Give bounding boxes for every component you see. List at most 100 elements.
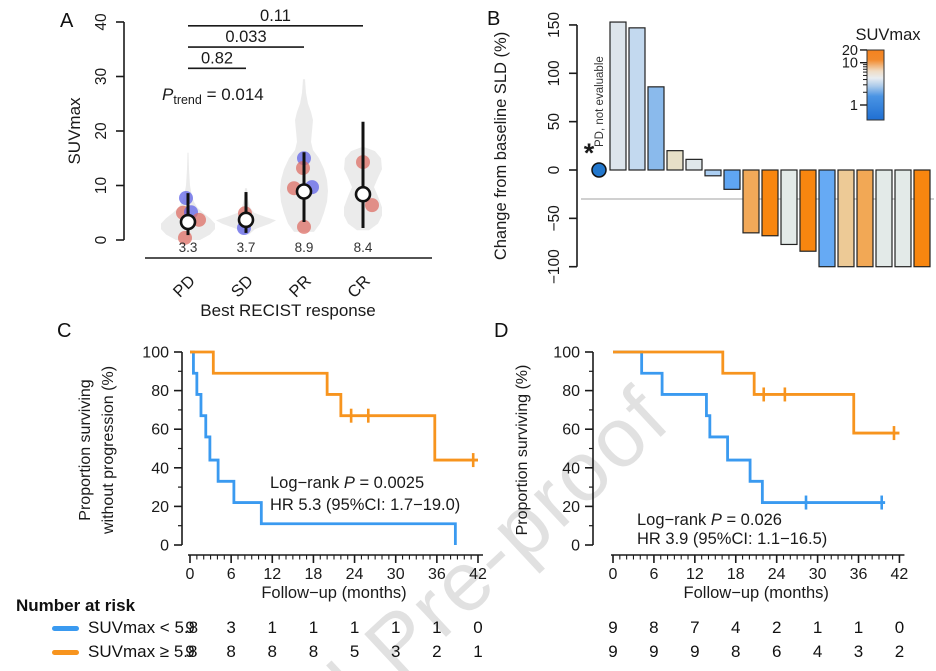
risk-count: 0 — [894, 618, 905, 637]
panel-label-b: B — [487, 8, 501, 30]
panel-a-violin-chart: 0.82 0.033 0.11 Ptrend = 0.014 0 10 20 30 40 SUVm… — [65, 7, 432, 320]
risk-count: 2 — [432, 642, 442, 661]
svg-text:40: 40 — [151, 460, 169, 477]
svg-text:0: 0 — [546, 165, 563, 174]
risk-count: 8 — [226, 642, 236, 661]
risk-count: 1 — [812, 618, 823, 637]
svg-text:150: 150 — [546, 12, 563, 38]
svg-text:0: 0 — [609, 566, 618, 583]
svg-text:24: 24 — [768, 566, 786, 583]
svg-text:30: 30 — [93, 68, 110, 86]
svg-text:PD: PD — [170, 272, 199, 301]
svg-text:PD, not evaluable: PD, not evaluable — [594, 56, 606, 147]
svg-text:0: 0 — [160, 538, 169, 555]
svg-text:3.7: 3.7 — [237, 240, 256, 255]
svg-text:SD: SD — [228, 272, 257, 301]
svg-text:12: 12 — [263, 566, 281, 583]
svg-text:40: 40 — [93, 13, 110, 31]
risk-table-title: Number at risk — [16, 596, 136, 615]
risk-count: 8 — [649, 618, 659, 637]
svg-text:Log−rank P = 0.026: Log−rank P = 0.026 — [637, 511, 782, 529]
risk-count: 3 — [226, 618, 236, 637]
svg-text:without progression (%): without progression (%) — [100, 366, 117, 535]
risk-count: 4 — [731, 618, 741, 637]
risk-count: 8 — [731, 642, 741, 661]
panel-d-km-os-chart: 0 20 40 60 80 100 Proportion surviving (%) 0 6 12… — [514, 345, 908, 603]
svg-text:0.82: 0.82 — [201, 49, 233, 67]
risk-count: 0 — [473, 618, 483, 637]
svg-text:12: 12 — [686, 566, 704, 583]
svg-text:Log−rank P = 0.0025: Log−rank P = 0.0025 — [270, 474, 424, 492]
svg-text:HR 3.9 (95%CI: 1.1−16.5): HR 3.9 (95%CI: 1.1−16.5) — [637, 530, 827, 548]
svg-text:6: 6 — [227, 566, 236, 583]
svg-text:18: 18 — [727, 566, 745, 583]
risk-count: 9 — [608, 618, 618, 637]
risk-count: 9 — [185, 618, 195, 637]
svg-text:50: 50 — [546, 113, 563, 131]
risk-count: 9 — [649, 642, 659, 661]
svg-text:Ptrend = 0.014: Ptrend = 0.014 — [162, 85, 264, 107]
svg-text:30: 30 — [387, 566, 405, 583]
svg-text:HR 5.3 (95%CI: 1.7−19.0): HR 5.3 (95%CI: 1.7−19.0) — [270, 496, 460, 514]
svg-text:36: 36 — [428, 566, 446, 583]
svg-text:100: 100 — [142, 345, 169, 362]
risk-row-label: SUVmax ≥ 5.8 — [88, 642, 198, 661]
svg-text:Best RECIST response: Best RECIST response — [200, 301, 375, 320]
svg-text:10: 10 — [842, 56, 858, 72]
risk-row-label: SUVmax < 5.8 — [88, 618, 199, 637]
panel-label-c: C — [57, 320, 72, 342]
risk-count: 6 — [771, 642, 782, 661]
risk-count: 1 — [853, 618, 864, 637]
svg-text:0: 0 — [186, 566, 195, 583]
svg-text:Proportion surviving: Proportion surviving — [77, 379, 94, 520]
panel-label-a: A — [60, 10, 74, 32]
svg-text:60: 60 — [562, 422, 580, 439]
risk-count: 7 — [690, 618, 700, 637]
svg-text:8.9: 8.9 — [295, 240, 314, 255]
svg-text:20: 20 — [151, 499, 169, 516]
svg-text:20: 20 — [93, 122, 110, 140]
svg-text:42: 42 — [469, 566, 487, 583]
svg-text:Follow−up (months): Follow−up (months) — [684, 584, 829, 602]
svg-text:30: 30 — [809, 566, 827, 583]
svg-text:Proportion surviving (%): Proportion surviving (%) — [514, 365, 531, 536]
risk-count: 9 — [608, 642, 618, 661]
panel-label-d: D — [494, 320, 509, 342]
svg-text:40: 40 — [562, 460, 580, 477]
risk-legend-line-blue — [52, 626, 79, 631]
svg-text:20: 20 — [842, 43, 858, 59]
svg-text:8.4: 8.4 — [354, 240, 373, 255]
svg-text:0.11: 0.11 — [260, 7, 291, 25]
svg-text:3.3: 3.3 — [179, 240, 198, 255]
svg-text:80: 80 — [151, 383, 169, 400]
risk-count: 8 — [308, 642, 319, 661]
risk-count: 8 — [267, 642, 278, 661]
risk-count: 4 — [812, 642, 823, 661]
risk-count: 1 — [308, 618, 319, 637]
svg-text:60: 60 — [151, 422, 169, 439]
number-at-risk-table: Number at risk SUVmax < 5.8 9 3 1 1 1 1 1 0 9 8 7 4 2… — [0, 596, 936, 671]
svg-text:*: * — [584, 138, 595, 168]
svg-text:−50: −50 — [546, 205, 563, 232]
svg-text:−100: −100 — [546, 249, 563, 284]
risk-count: 2 — [771, 618, 782, 637]
risk-count: 2 — [894, 642, 905, 661]
risk-count: 1 — [473, 642, 483, 661]
risk-count: 5 — [349, 642, 360, 661]
svg-text:0.033: 0.033 — [225, 28, 266, 46]
svg-text:0: 0 — [571, 538, 580, 555]
risk-count: 9 — [690, 642, 700, 661]
svg-text:SUVmax: SUVmax — [855, 26, 921, 44]
risk-legend-line-orange — [52, 650, 79, 655]
svg-text:Follow−up (months): Follow−up (months) — [261, 584, 406, 602]
svg-text:100: 100 — [546, 60, 563, 86]
svg-text:10: 10 — [93, 177, 110, 195]
svg-text:24: 24 — [346, 566, 364, 583]
risk-count: 1 — [349, 618, 360, 637]
svg-text:0: 0 — [93, 235, 110, 244]
svg-text:SUVmax: SUVmax — [65, 97, 84, 165]
svg-text:CR: CR — [344, 272, 374, 302]
risk-count: 3 — [853, 642, 864, 661]
